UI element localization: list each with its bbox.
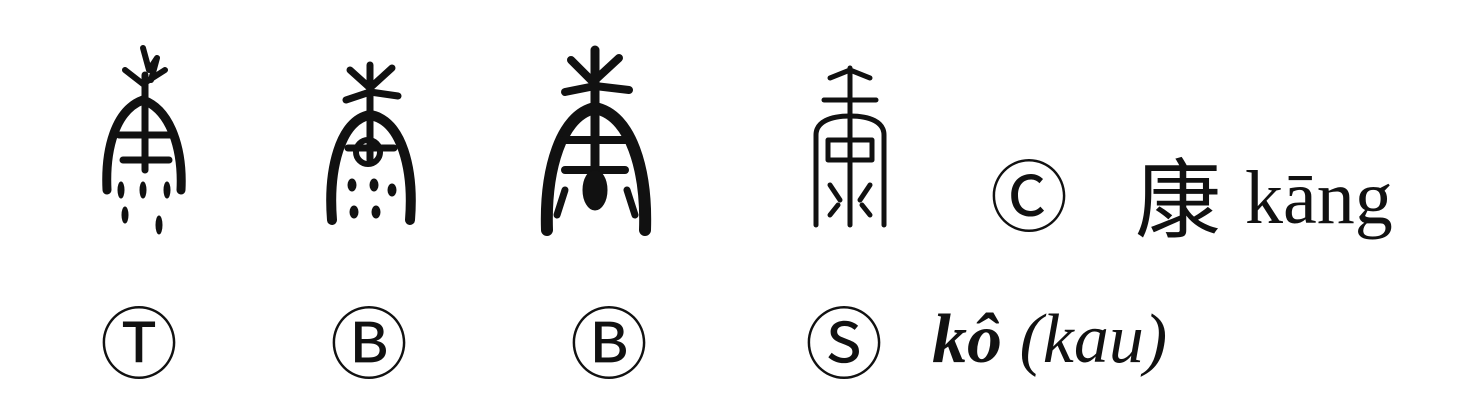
modern-form-label: Ⓒ [990,154,1069,244]
script-label-3: Ⓑ [570,301,649,391]
seal-kang-glyph [790,40,910,240]
script-label-1: Ⓣ [100,301,179,391]
ancient-kang-glyph-3 [535,40,655,240]
script-label-4: Ⓢ [805,301,884,391]
pinyin-reading: kāng [1245,156,1393,240]
reading-alt: (kau) [1019,301,1168,378]
reading-main: kô [932,301,1002,378]
ancient-kang-glyph-2 [310,40,430,240]
ancient-kang-glyph-1 [85,40,205,240]
old-reading: kô (kau) [932,305,1167,375]
modern-character: 康 [1135,151,1221,251]
script-label-2: Ⓑ [330,301,409,391]
